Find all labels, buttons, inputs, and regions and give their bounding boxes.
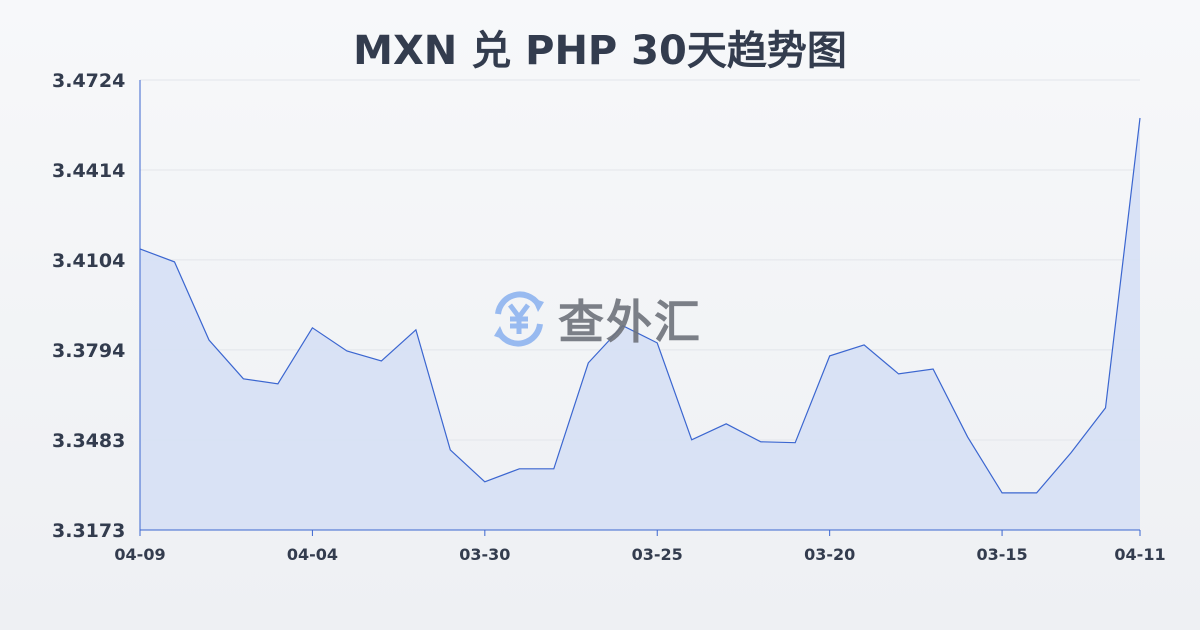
y-tick-label: 3.3173 [52,520,125,542]
x-tick-label: 03-20 [804,545,855,564]
y-tick-label: 3.4724 [52,70,125,92]
x-tick-label: 03-15 [976,545,1027,564]
y-tick-label: 3.4104 [52,250,125,272]
yen-exchange-icon [494,291,544,347]
chart-title: MXN 兑 PHP 30天趋势图 [353,28,847,74]
x-tick-label: 04-09 [114,545,165,564]
area-fill [140,118,1140,530]
watermark: 查外汇 [488,286,702,352]
y-tick-label: 3.3794 [52,340,125,362]
x-tick-label: 03-25 [632,545,683,564]
series-line [139,117,1141,494]
y-tick-label: 3.3483 [52,430,125,452]
x-tick-label: 04-11 [1114,545,1165,564]
y-tick-label: 3.4414 [52,160,125,182]
x-tick-label: 03-30 [459,545,510,564]
watermark-text: 查外汇 [558,295,702,349]
x-tick-label: 04-04 [287,545,338,564]
